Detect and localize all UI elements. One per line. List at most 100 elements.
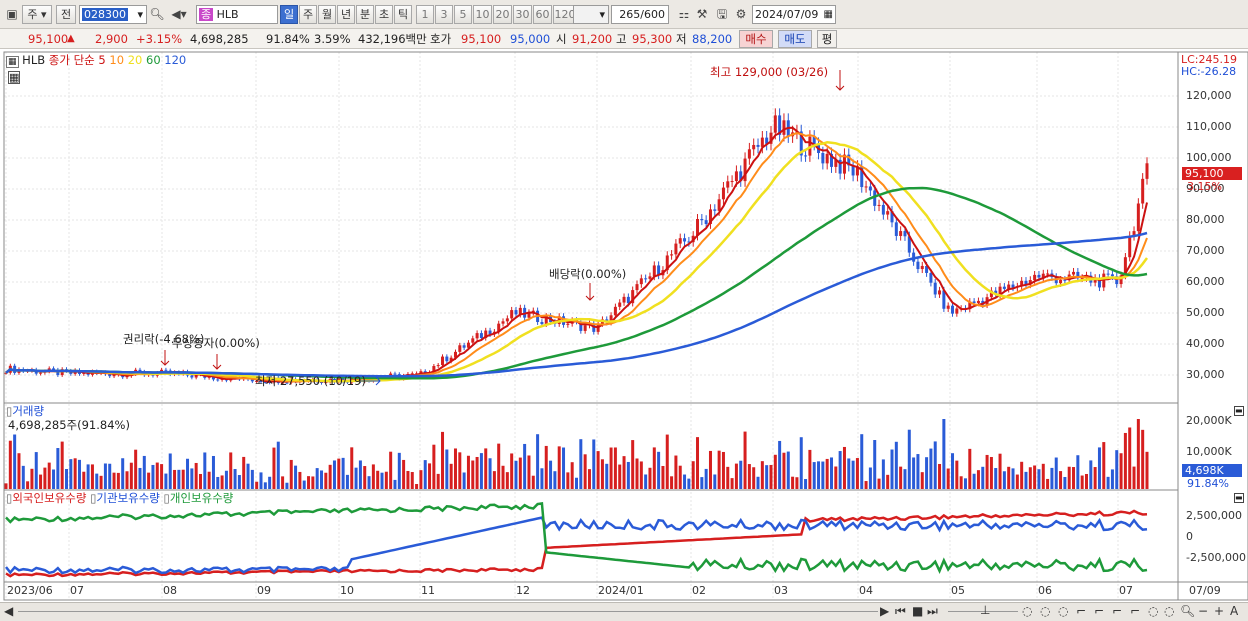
panel-close-icon[interactable]: ▬ — [1234, 493, 1244, 503]
period-button-5[interactable]: 초 — [375, 5, 393, 24]
x-tick: 04 — [859, 584, 873, 597]
candle-type-icon[interactable]: ⚏ — [678, 7, 690, 21]
volume-bar — [341, 457, 345, 489]
zoom-search-icon[interactable]: 🔍︎ — [1180, 604, 1196, 618]
candle-body — [514, 310, 518, 315]
minute-button-60[interactable]: 60 — [533, 5, 552, 24]
speaker-icon[interactable]: ◀▾ — [171, 7, 187, 21]
rewind-icon[interactable]: ⏮ — [895, 604, 906, 618]
period-week-dropdown[interactable]: 주 ▾ — [22, 5, 52, 24]
price-tick: 120,000 — [1186, 89, 1232, 102]
candle-body — [1145, 163, 1149, 179]
calendar-icon[interactable]: ▦ — [823, 9, 833, 20]
zoom-out-icon[interactable]: − — [1198, 604, 1209, 618]
candle-body — [1136, 203, 1140, 232]
volume-bar — [639, 461, 643, 489]
stock-name-prefix: 종 — [199, 8, 214, 21]
tool-icon-8[interactable]: ◌ — [1148, 604, 1159, 618]
volume-bar — [311, 476, 315, 489]
tool-icon-4[interactable]: ⌐ — [1076, 604, 1087, 618]
eval-button[interactable]: 평 — [817, 30, 837, 48]
zoom-slider[interactable] — [948, 611, 1018, 612]
volume-bar — [942, 419, 946, 489]
candle-body — [838, 159, 842, 174]
period-button-1[interactable]: 주 — [299, 5, 317, 24]
chart-canvas[interactable] — [0, 0, 1248, 602]
volume-bar — [345, 474, 349, 489]
candle-body — [1072, 271, 1076, 275]
period-button-3[interactable]: 년 — [337, 5, 355, 24]
minute-button-120[interactable]: 120 — [553, 5, 577, 24]
volume-bar — [177, 469, 181, 489]
play-icon[interactable]: ▶ — [880, 604, 890, 618]
minute-button-20[interactable]: 20 — [493, 5, 512, 24]
volume-bar — [886, 474, 890, 489]
minute-button-10[interactable]: 10 — [473, 5, 492, 24]
tool-icon-2[interactable]: ◌ — [1040, 604, 1051, 618]
volume-bar — [350, 447, 354, 489]
panel-close-icon[interactable]: ▬ — [1234, 406, 1244, 416]
tool-icon-7[interactable]: ⌐ — [1130, 604, 1141, 618]
volume-bar — [298, 471, 302, 489]
stock-code-input[interactable]: 028300 ▾ — [79, 5, 147, 24]
minute-custom-dropdown[interactable]: ▾ — [573, 5, 609, 24]
volume-bar — [52, 469, 56, 489]
candle-body — [39, 372, 43, 374]
tool-icon-6[interactable]: ⌐ — [1112, 604, 1123, 618]
tool-icon-9[interactable]: ◌ — [1164, 604, 1175, 618]
volume-bar — [1020, 461, 1024, 489]
volume-title: 거래량 — [12, 404, 45, 418]
save-icon[interactable]: 🖫 — [716, 7, 728, 21]
candle-body — [687, 241, 691, 243]
count-field[interactable]: 265/600 — [611, 5, 669, 24]
tool-icon-1[interactable]: ◌ — [1022, 604, 1033, 618]
prev-button[interactable]: 전 — [56, 5, 76, 24]
candle-body — [255, 380, 259, 382]
price-panel-legend: ▦ HLB 종가 단순 5 10 20 60 120 — [6, 54, 186, 69]
gear-icon[interactable]: ⚙ — [735, 7, 747, 21]
tools-icon[interactable]: ⚒ — [696, 7, 708, 21]
candle-body — [899, 231, 903, 236]
volume-bar — [730, 478, 734, 489]
volume-bar — [1076, 455, 1080, 489]
zoom-in-icon[interactable]: + — [1214, 604, 1225, 618]
candle-body — [938, 290, 942, 295]
x-tick: 07 — [1119, 584, 1133, 597]
stock-name-field[interactable]: 종 HLB — [196, 5, 278, 24]
candle-body — [1011, 284, 1015, 288]
scroll-track[interactable] — [18, 611, 878, 612]
buy-button[interactable]: 매수 — [739, 30, 773, 48]
search-icon[interactable]: 🔍︎ — [149, 7, 165, 21]
date-field[interactable]: 2024/07/09 ▦ — [752, 5, 836, 24]
period-button-0[interactable]: 일 — [280, 5, 298, 24]
period-button-4[interactable]: 분 — [356, 5, 374, 24]
calculator-icon[interactable]: ▦ — [8, 71, 21, 84]
volume-bar — [294, 465, 298, 489]
volume-bar — [1028, 467, 1032, 489]
sell-button[interactable]: 매도 — [778, 30, 812, 48]
window-menu-icon[interactable]: ▣ — [6, 7, 18, 21]
x-tick: 06 — [1038, 584, 1052, 597]
minute-button-1[interactable]: 1 — [416, 5, 434, 24]
tool-icon-3[interactable]: ◌ — [1058, 604, 1069, 618]
volume-bar — [536, 434, 540, 489]
candle-body — [769, 132, 773, 144]
volume-bar — [8, 440, 12, 489]
font-size-icon[interactable]: A — [1230, 604, 1239, 618]
volume-bar — [752, 467, 756, 489]
tool-icon-5[interactable]: ⌐ — [1094, 604, 1105, 618]
minute-button-5[interactable]: 5 — [454, 5, 472, 24]
minute-button-30[interactable]: 30 — [513, 5, 532, 24]
grid-toggle-icon[interactable]: ▦ — [6, 56, 19, 68]
forward-icon[interactable]: ⏭ — [927, 604, 938, 618]
period-button-2[interactable]: 월 — [318, 5, 336, 24]
dividend-annotation: 배당락(0.00%) — [549, 267, 627, 281]
volume-bar — [384, 471, 388, 489]
stop-icon[interactable]: ■ — [912, 604, 924, 618]
volume-bar — [899, 466, 903, 489]
minute-button-3[interactable]: 3 — [435, 5, 453, 24]
scroll-left-icon[interactable]: ◀ — [4, 604, 14, 618]
zoom-thumb-icon[interactable]: ⊥ — [980, 603, 991, 617]
candle-body — [618, 302, 622, 307]
period-button-6[interactable]: 틱 — [394, 5, 412, 24]
